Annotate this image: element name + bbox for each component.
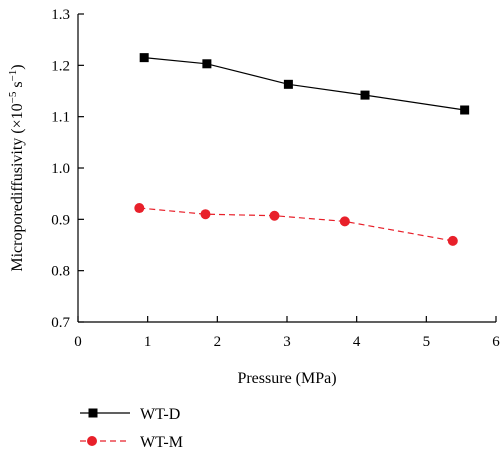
x-axis-ticks: 0 1 2 3 4 5 6 bbox=[74, 316, 500, 350]
x-axis-title: Pressure (MPa) bbox=[237, 370, 336, 387]
x-tick-label: 5 bbox=[423, 334, 431, 350]
x-tick-label: 1 bbox=[144, 334, 152, 350]
x-tick-label: 3 bbox=[283, 334, 291, 350]
y-axis-title: Microporediffusivity (×10−5 s−1) bbox=[7, 64, 26, 271]
legend-marker-wt-d bbox=[88, 408, 98, 418]
data-point-wt-d bbox=[460, 105, 470, 115]
series-line-wt-d bbox=[144, 57, 465, 111]
y-axis-title-unit: s bbox=[9, 81, 26, 91]
y-axis-title-close: ) bbox=[9, 64, 26, 69]
y-axis-title-main: Microporediffusivity (×10 bbox=[9, 103, 26, 271]
data-point-wt-d bbox=[283, 79, 293, 89]
y-tick-label: 0.9 bbox=[51, 212, 70, 228]
series-layer bbox=[134, 53, 470, 246]
data-point-wt-d bbox=[139, 53, 149, 63]
legend-item-wt-m: WT-M bbox=[80, 434, 183, 451]
x-tick-label: 0 bbox=[74, 334, 82, 350]
x-tick-label: 4 bbox=[353, 334, 361, 350]
legend-item-wt-d: WT-D bbox=[80, 406, 180, 423]
legend: WT-D WT-M bbox=[80, 406, 183, 451]
y-axis-title-exponent-1: −5 bbox=[7, 91, 19, 103]
series-line-wt-m bbox=[139, 207, 453, 242]
y-tick-label: 1.1 bbox=[51, 110, 70, 126]
legend-label-wt-m: WT-M bbox=[140, 434, 183, 451]
y-tick-label: 1.2 bbox=[51, 58, 70, 74]
y-axis-ticks: 0.7 0.8 0.9 1.0 1.1 1.2 1.3 bbox=[51, 7, 84, 331]
y-tick-label: 1.0 bbox=[51, 161, 70, 177]
y-axis-title-exponent-2: −1 bbox=[7, 70, 19, 82]
data-point-wt-m bbox=[447, 235, 458, 246]
data-point-wt-m bbox=[200, 209, 211, 220]
data-point-wt-m bbox=[134, 203, 145, 214]
data-point-wt-m bbox=[339, 216, 350, 227]
legend-label-wt-d: WT-D bbox=[140, 406, 180, 423]
y-tick-label: 0.7 bbox=[51, 315, 70, 331]
y-tick-label: 0.8 bbox=[51, 264, 70, 280]
data-point-wt-m bbox=[269, 210, 280, 221]
data-point-wt-d bbox=[202, 59, 212, 69]
x-tick-label: 2 bbox=[214, 334, 222, 350]
plot-area: 0.7 0.8 0.9 1.0 1.1 1.2 1.3 0 1 2 3 4 5 6 bbox=[51, 7, 500, 350]
legend-marker-wt-m bbox=[87, 436, 97, 446]
data-point-wt-d bbox=[360, 90, 370, 100]
y-tick-label: 1.3 bbox=[51, 7, 70, 23]
x-tick-label: 6 bbox=[492, 334, 500, 350]
